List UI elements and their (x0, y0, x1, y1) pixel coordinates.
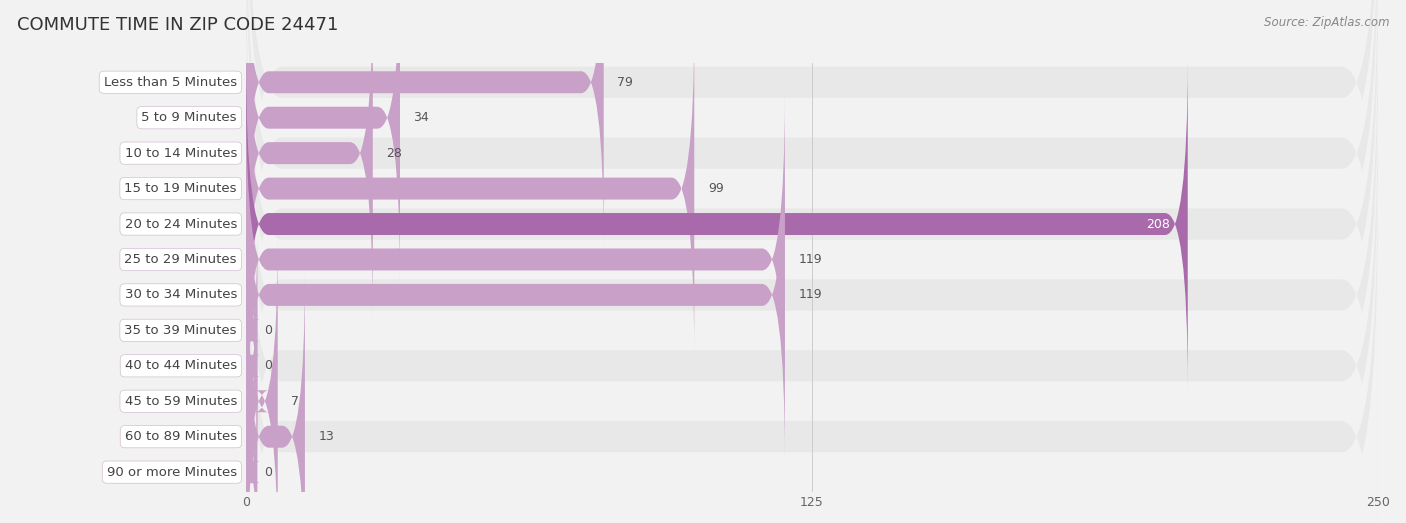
Text: 45 to 59 Minutes: 45 to 59 Minutes (125, 395, 238, 408)
FancyBboxPatch shape (246, 169, 1378, 523)
FancyBboxPatch shape (243, 235, 260, 426)
Text: 0: 0 (264, 324, 273, 337)
Text: 7: 7 (291, 395, 299, 408)
Text: 0: 0 (264, 359, 273, 372)
FancyBboxPatch shape (246, 0, 1378, 523)
Text: Source: ZipAtlas.com: Source: ZipAtlas.com (1264, 16, 1389, 29)
Text: 28: 28 (387, 146, 402, 160)
Text: 35 to 39 Minutes: 35 to 39 Minutes (125, 324, 238, 337)
FancyBboxPatch shape (243, 377, 260, 523)
Text: 90 or more Minutes: 90 or more Minutes (107, 465, 238, 479)
FancyBboxPatch shape (246, 58, 1188, 390)
Text: 79: 79 (617, 76, 633, 89)
FancyBboxPatch shape (246, 0, 1378, 457)
FancyBboxPatch shape (243, 270, 260, 461)
Text: 13: 13 (319, 430, 335, 443)
FancyBboxPatch shape (246, 93, 785, 426)
FancyBboxPatch shape (246, 0, 1378, 421)
FancyBboxPatch shape (246, 0, 373, 320)
FancyBboxPatch shape (246, 0, 399, 284)
Text: 119: 119 (799, 288, 823, 301)
Text: 119: 119 (799, 253, 823, 266)
Text: 15 to 19 Minutes: 15 to 19 Minutes (125, 182, 238, 195)
FancyBboxPatch shape (246, 204, 1378, 523)
Text: 30 to 34 Minutes: 30 to 34 Minutes (125, 288, 238, 301)
FancyBboxPatch shape (246, 133, 1378, 523)
FancyBboxPatch shape (246, 22, 695, 355)
FancyBboxPatch shape (246, 0, 603, 248)
Text: 0: 0 (264, 465, 273, 479)
Text: 40 to 44 Minutes: 40 to 44 Minutes (125, 359, 238, 372)
FancyBboxPatch shape (246, 0, 1378, 350)
FancyBboxPatch shape (246, 62, 1378, 523)
Text: 60 to 89 Minutes: 60 to 89 Minutes (125, 430, 238, 443)
Text: 10 to 14 Minutes: 10 to 14 Minutes (125, 146, 238, 160)
Text: 20 to 24 Minutes: 20 to 24 Minutes (125, 218, 238, 231)
FancyBboxPatch shape (246, 0, 1378, 492)
Text: Less than 5 Minutes: Less than 5 Minutes (104, 76, 238, 89)
Text: 208: 208 (1146, 218, 1170, 231)
Text: 34: 34 (413, 111, 429, 124)
FancyBboxPatch shape (246, 235, 278, 523)
FancyBboxPatch shape (246, 0, 1378, 385)
FancyBboxPatch shape (246, 27, 1378, 523)
FancyBboxPatch shape (246, 98, 1378, 523)
Text: COMMUTE TIME IN ZIP CODE 24471: COMMUTE TIME IN ZIP CODE 24471 (17, 16, 339, 33)
FancyBboxPatch shape (246, 129, 785, 461)
FancyBboxPatch shape (246, 270, 305, 523)
Text: 99: 99 (707, 182, 724, 195)
Text: 5 to 9 Minutes: 5 to 9 Minutes (142, 111, 238, 124)
Text: 25 to 29 Minutes: 25 to 29 Minutes (125, 253, 238, 266)
